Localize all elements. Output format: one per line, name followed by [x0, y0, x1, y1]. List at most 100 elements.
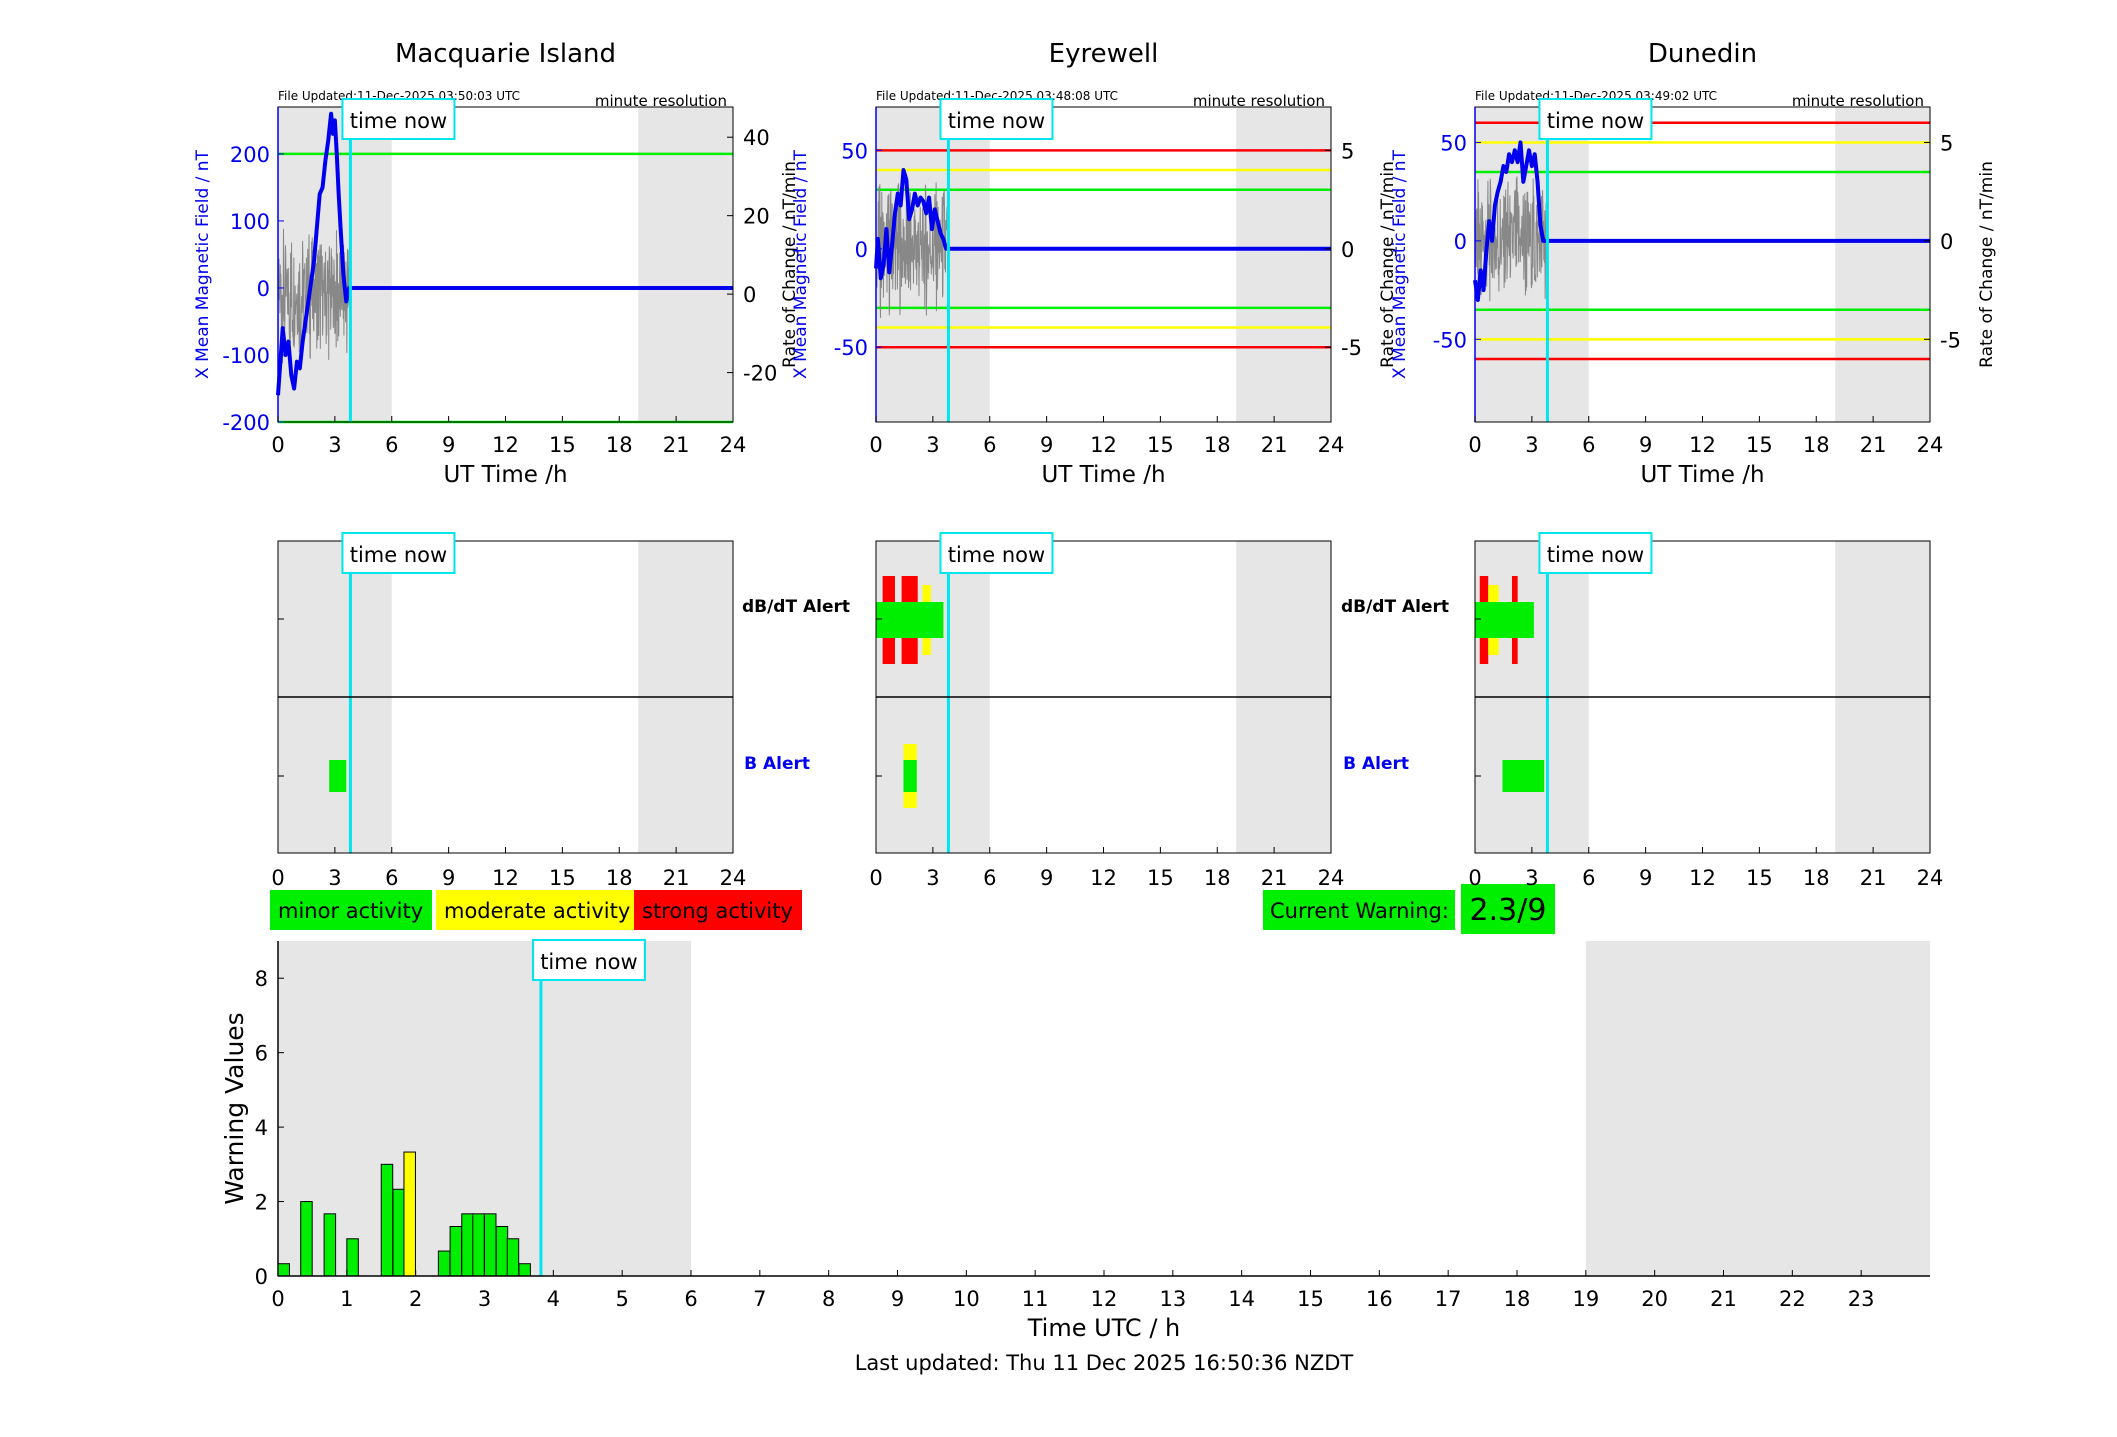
dbdt-alert-green-band — [1475, 602, 1534, 638]
right-tick-label: -5 — [1341, 336, 1362, 360]
right-tick-label: 5 — [1341, 139, 1354, 163]
time-now-box — [341, 98, 456, 140]
left-tick-label: 50 — [1440, 131, 1467, 155]
warning-x-tick-label: 13 — [1159, 1287, 1186, 1311]
rate-of-change-trace — [277, 228, 350, 364]
warning-x-tick-label: 22 — [1779, 1287, 1806, 1311]
time-now-label: time now — [350, 543, 447, 567]
dbdt-alert-label: dB/dT Alert — [742, 597, 850, 617]
warning-x-tick-label: 14 — [1228, 1287, 1255, 1311]
warning-bar — [518, 1263, 531, 1277]
station-title: Dunedin — [1648, 39, 1757, 69]
legend-swatch-yellow — [436, 890, 634, 930]
left-tick-label: -200 — [222, 411, 270, 435]
x-tick-label: 9 — [1639, 433, 1652, 457]
warning-x-tick-label: 20 — [1641, 1287, 1668, 1311]
alert-x-tick-label: 9 — [442, 866, 455, 890]
warning-x-tick-label: 16 — [1366, 1287, 1393, 1311]
warning-y-tick-label: 8 — [255, 967, 268, 991]
x-tick-label: 0 — [869, 433, 882, 457]
x-tick-label: 24 — [720, 433, 747, 457]
resolution-label: minute resolution — [595, 92, 727, 110]
alert-x-tick-label: 3 — [328, 866, 341, 890]
x-tick-label: 6 — [1582, 433, 1595, 457]
alert-x-tick-label: 18 — [606, 866, 633, 890]
x-tick-label: 6 — [983, 433, 996, 457]
y-axis-label-right: Rate of Change / nT/min — [1977, 161, 1997, 368]
alert-x-tick-label: 12 — [1689, 866, 1716, 890]
warning-bar — [346, 1238, 359, 1277]
current-warning-value: 2.3/9 — [1470, 893, 1547, 928]
warning-x-tick-label: 7 — [753, 1287, 766, 1311]
warning-x-tick-label: 2 — [409, 1287, 422, 1311]
right-tick-label: 0 — [1341, 238, 1354, 262]
warning-bar — [472, 1213, 485, 1277]
right-tick-label: -20 — [743, 362, 777, 386]
warning-y-tick-label: 2 — [255, 1191, 268, 1215]
time-now-label: time now — [350, 109, 447, 133]
x-tick-label: 15 — [549, 433, 576, 457]
time-now-label: time now — [948, 109, 1045, 133]
warning-bar — [484, 1213, 497, 1277]
warning-bar — [392, 1188, 405, 1277]
x-axis-label: UT Time /h — [1640, 462, 1764, 488]
warning-x-tick-label: 4 — [547, 1287, 560, 1311]
left-tick-label: 0 — [1454, 230, 1467, 254]
warning-y-tick-label: 4 — [255, 1116, 268, 1140]
time-now-label: time now — [1547, 109, 1644, 133]
time-now-label: time now — [1547, 543, 1644, 567]
b-alert-label: B Alert — [744, 754, 810, 774]
alert-x-tick-label: 21 — [1261, 866, 1288, 890]
left-tick-label: 0 — [257, 277, 270, 301]
left-tick-label: -50 — [834, 336, 868, 360]
magnetic-field-trace — [1473, 140, 1930, 302]
warning-bar — [506, 1238, 520, 1277]
x-tick-label: 18 — [1803, 433, 1830, 457]
file-updated: File Updated:11-Dec-2025 03:49:02 UTC — [1475, 89, 1717, 103]
warning-bar — [403, 1151, 416, 1277]
warning-bar — [277, 1263, 290, 1277]
x-tick-label: 6 — [385, 433, 398, 457]
x-tick-label: 9 — [442, 433, 455, 457]
legend-label: strong activity — [642, 899, 793, 923]
x-tick-label: 3 — [328, 433, 341, 457]
alert-x-tick-label: 9 — [1040, 866, 1053, 890]
left-tick-label: 200 — [230, 143, 270, 167]
alert-x-tick-label: 0 — [869, 866, 882, 890]
dbdt-alert-label: dB/dT Alert — [1341, 597, 1449, 617]
x-tick-label: 15 — [1746, 433, 1773, 457]
x-tick-label: 12 — [492, 433, 519, 457]
warning-x-tick-label: 11 — [1022, 1287, 1049, 1311]
b-alert-green — [329, 760, 347, 792]
right-tick-label: 5 — [1940, 131, 1953, 155]
warning-y-label: Warning Values — [220, 1012, 249, 1204]
x-tick-label: 18 — [606, 433, 633, 457]
warning-x-tick-label: 15 — [1297, 1287, 1324, 1311]
time-now-box — [531, 939, 646, 981]
alert-x-tick-label: 3 — [926, 866, 939, 890]
y-axis-label-left: X Mean Magnetic Field / nT — [1390, 149, 1410, 379]
current-warning-label: Current Warning: — [1270, 899, 1449, 923]
warning-x-tick-label: 5 — [615, 1287, 628, 1311]
night-shade-late — [1835, 107, 1930, 422]
time-now-box — [341, 532, 456, 574]
left-tick-label: -100 — [222, 344, 270, 368]
time-now-box — [1538, 532, 1653, 574]
rate-of-change-trace — [875, 182, 948, 318]
current-warning-value-box — [1461, 884, 1555, 934]
alert-x-tick-label: 24 — [1318, 866, 1345, 890]
x-tick-label: 21 — [1261, 433, 1288, 457]
file-updated: File Updated:11-Dec-2025 03:50:03 UTC — [278, 89, 520, 103]
warning-bar — [461, 1213, 474, 1277]
warning-x-tick-label: 3 — [478, 1287, 491, 1311]
current-warning-label-box — [1263, 890, 1455, 930]
legend-swatch-red — [634, 890, 802, 930]
x-tick-label: 24 — [1318, 433, 1345, 457]
night-shade-late — [1236, 107, 1331, 422]
warning-bar — [380, 1163, 394, 1277]
right-tick-label: 0 — [1940, 230, 1953, 254]
alert-x-tick-label: 6 — [1582, 866, 1595, 890]
alert-x-tick-label: 9 — [1639, 866, 1652, 890]
alert-x-tick-label: 15 — [1147, 866, 1174, 890]
magnetic-field-trace — [874, 168, 1331, 281]
